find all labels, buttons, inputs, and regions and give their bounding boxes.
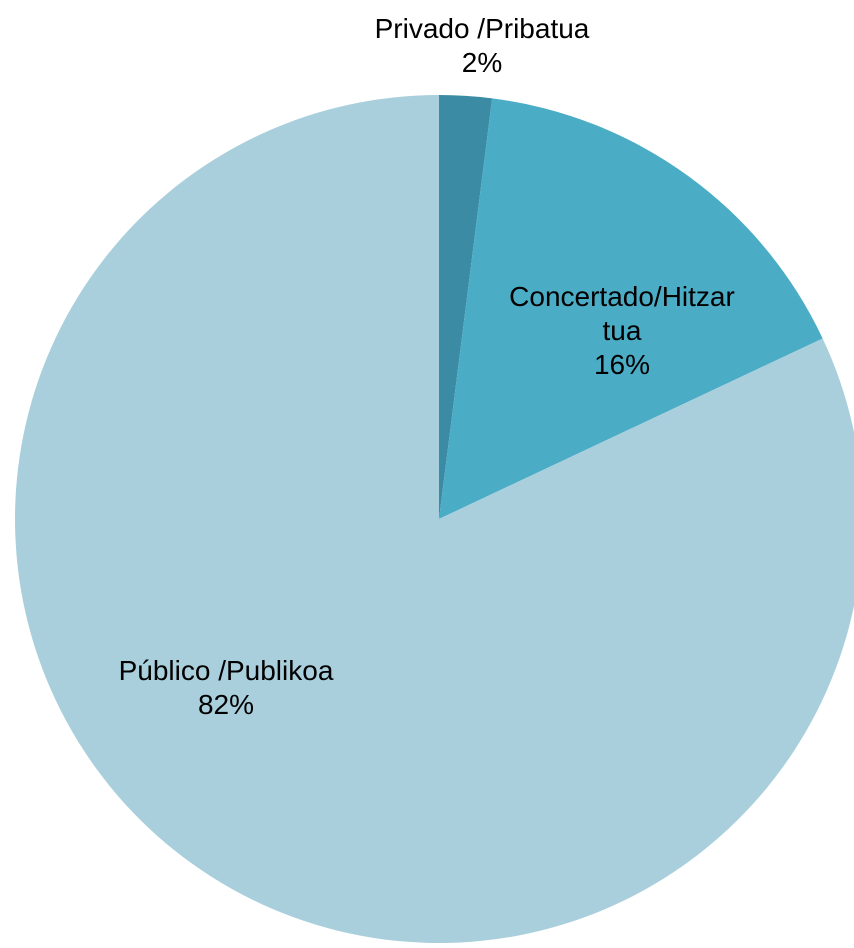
slice-value-label: 82% xyxy=(198,689,254,720)
pie-slice-2 xyxy=(439,98,823,519)
slice-category-label: Concertado/Hitzar xyxy=(509,281,735,312)
slice-value-label: 16% xyxy=(594,349,650,380)
pie-slice-1 xyxy=(439,95,493,519)
slice-category-label: tua xyxy=(603,315,642,346)
slice-category-label: Privado /Pribatua xyxy=(375,13,590,44)
slice-category-label: Público /Publikoa xyxy=(119,655,334,686)
pie-slice-3 xyxy=(15,95,854,943)
slices-layer xyxy=(15,95,854,943)
slice-value-label: 2% xyxy=(462,47,502,78)
